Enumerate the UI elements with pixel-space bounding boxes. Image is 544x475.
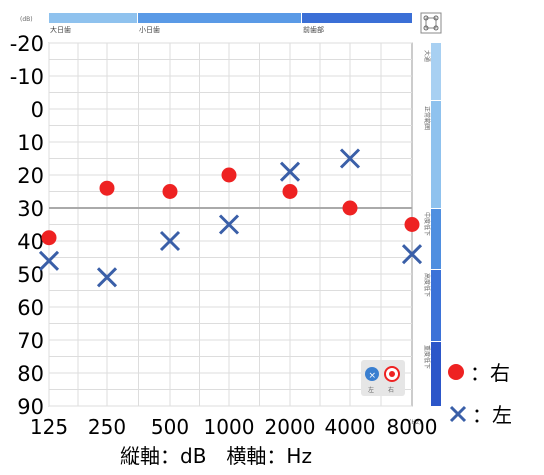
x-tick-label: 250 — [88, 415, 126, 439]
data-marks — [38, 148, 423, 288]
inset-legend[interactable]: × 左 右 — [361, 360, 405, 396]
expand-icon[interactable] — [420, 12, 442, 34]
x-tick-label: 4000 — [325, 415, 376, 439]
y-tick-label: 50 — [17, 263, 44, 287]
side-band-4 — [431, 270, 441, 341]
top-band-label-3: 前歯部 — [303, 25, 324, 34]
left-ear-point — [401, 244, 423, 265]
legend-circle-marker — [448, 363, 464, 380]
right-ear-point — [282, 184, 298, 199]
y-tick-label: 40 — [17, 230, 44, 254]
side-band-2 — [431, 101, 441, 208]
side-label-1: 大通 — [423, 50, 431, 62]
side-label-5: 重度低下 — [423, 345, 431, 369]
x-tick-label: 2000 — [265, 415, 316, 439]
side-label-2: 正常範囲 — [423, 106, 431, 130]
right-ear-point — [404, 217, 420, 232]
left-ear-point — [96, 267, 118, 288]
right-ear-point — [99, 180, 115, 196]
top-band-2 — [138, 13, 301, 23]
y-tick-label: 90 — [17, 395, 44, 419]
y-unit-label: (dB) — [20, 16, 33, 23]
side-band-3 — [431, 209, 441, 269]
top-band-bar: (dB) 大日歯 小日歯 前歯部 — [20, 13, 412, 34]
y-tick-label: 10 — [17, 131, 44, 155]
legend-right-entry: ：右 — [448, 357, 510, 386]
left-ear-point — [339, 148, 361, 169]
x-tick-label: 1000 — [204, 415, 255, 439]
top-band-label-1: 大日歯 — [50, 25, 71, 34]
x-unit-label: (Hz) — [409, 419, 421, 426]
left-ear-point — [279, 161, 301, 182]
side-band-1 — [431, 43, 441, 100]
y-tick-label: -10 — [10, 65, 44, 89]
right-ear-point — [342, 200, 358, 216]
y-axis-ticks: -20 -10 0 10 20 30 40 50 60 70 80 90 — [10, 32, 44, 419]
legend-left-entry: ：左 — [448, 399, 512, 428]
axis-caption: 縦軸：dB 横軸：Hz — [120, 444, 312, 468]
top-band-1 — [49, 13, 137, 23]
x-tick-label: 125 — [30, 415, 68, 439]
y-tick-label: -20 — [10, 32, 44, 56]
x-axis-ticks: 125 250 500 1000 2000 4000 8000 — [30, 415, 438, 439]
y-tick-label: 20 — [17, 164, 44, 188]
x-tick-label: 500 — [151, 415, 189, 439]
left-ear-point — [38, 250, 60, 271]
side-band-5 — [431, 342, 441, 406]
y-tick-label: 80 — [17, 362, 44, 386]
x-tick-label: 8000 — [387, 415, 438, 439]
top-band-3 — [302, 13, 412, 23]
y-tick-label: 0 — [31, 98, 44, 122]
legend-left-text: ：左 — [472, 403, 512, 427]
svg-text:×: × — [369, 371, 377, 381]
inset-left-icon — [365, 367, 379, 381]
y-tick-label: 30 — [17, 197, 44, 221]
side-label-3: 中度低下 — [423, 212, 431, 236]
right-ear-point — [162, 184, 178, 199]
left-ear-point — [218, 214, 240, 235]
right-ear-point — [221, 167, 237, 183]
y-tick-label: 70 — [17, 329, 44, 353]
y-tick-label: 60 — [17, 296, 44, 320]
legend-cross-marker — [449, 405, 467, 422]
inset-right-label: 右 — [388, 386, 394, 394]
inset-left-label: 左 — [368, 386, 374, 394]
side-band-bar: 大通 正常範囲 中度低下 高度低下 重度低下 (Hz) — [409, 43, 441, 426]
left-ear-point — [159, 230, 181, 252]
top-band-label-2: 小日歯 — [139, 25, 160, 34]
side-label-4: 高度低下 — [423, 273, 431, 297]
legend-right-text: ：右 — [470, 361, 510, 385]
right-ear-point — [41, 230, 57, 246]
